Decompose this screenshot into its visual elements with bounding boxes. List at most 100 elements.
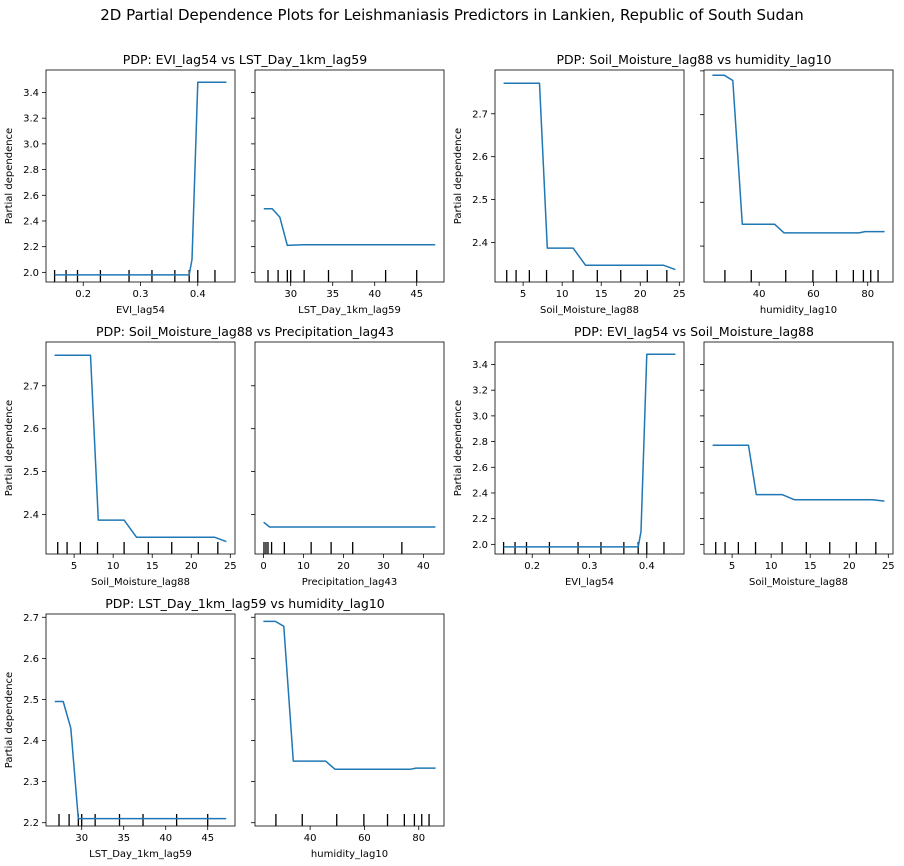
pd-line bbox=[503, 82, 676, 271]
y-tick-label: 2.7 bbox=[23, 381, 39, 392]
x-tick-label: 35 bbox=[117, 833, 130, 844]
x-tick-label: 40 bbox=[417, 561, 430, 572]
x-tick-label: 45 bbox=[410, 289, 423, 300]
subplot-1: PDP: EVI_lag54 vs LST_Day_1km_lag59 0.2 0.… bbox=[4, 52, 367, 316]
x-axis-label: Soil_Moisture_lag88 bbox=[91, 577, 190, 588]
x-tick-label: 40 bbox=[304, 833, 317, 844]
x-tick-label: 40 bbox=[159, 833, 172, 844]
pd-line bbox=[54, 354, 227, 543]
axes-frame bbox=[254, 69, 445, 283]
axes-frame bbox=[703, 341, 894, 555]
x-tick-label: 35 bbox=[326, 289, 339, 300]
x-tick-label: 20 bbox=[185, 561, 198, 572]
x-tick-label: 15 bbox=[146, 561, 159, 572]
y-tick-label: 2.4 bbox=[472, 488, 488, 499]
subplot-8: 5 10 15 20 25 Soil_Moisture_lag88 bbox=[700, 341, 895, 588]
y-tick-label: 2.4 bbox=[23, 216, 39, 227]
x-axis-label: EVI_lag54 bbox=[565, 577, 614, 588]
y-tick-label: 3.2 bbox=[472, 386, 488, 397]
x-tick-label: 20 bbox=[634, 289, 647, 300]
subplot-3: PDP: Soil_Moisture_lag88 vs humidity_lag… bbox=[453, 52, 832, 316]
x-tick-label: 40 bbox=[753, 289, 766, 300]
x-tick-label: 20 bbox=[843, 561, 856, 572]
subplot-title: PDP: LST_Day_1km_lag59 vs humidity_lag10 bbox=[105, 596, 385, 611]
pd-line bbox=[503, 353, 676, 548]
x-tick-label: 25 bbox=[882, 561, 895, 572]
y-tick-label: 2.3 bbox=[23, 777, 39, 788]
pd-line bbox=[712, 444, 885, 502]
y-tick-label: 2.6 bbox=[23, 191, 39, 202]
x-tick-label: 80 bbox=[861, 289, 874, 300]
x-axis-label: Soil_Moisture_lag88 bbox=[540, 305, 639, 316]
y-tick-label: 2.4 bbox=[472, 238, 488, 249]
x-tick-label: 5 bbox=[729, 561, 735, 572]
subplot-title: PDP: EVI_lag54 vs Soil_Moisture_lag88 bbox=[574, 324, 814, 339]
x-tick-label: 5 bbox=[520, 289, 526, 300]
y-tick-label: 3.2 bbox=[23, 114, 39, 125]
x-tick-label: 0.3 bbox=[582, 561, 598, 572]
pd-line bbox=[54, 700, 227, 820]
subplot-10: 40 60 80 humidity_lag10 bbox=[251, 613, 445, 860]
x-tick-label: 30 bbox=[377, 561, 390, 572]
x-tick-label: 0.2 bbox=[75, 289, 91, 300]
axes-frame bbox=[254, 341, 445, 555]
x-tick-label: 0.3 bbox=[133, 289, 149, 300]
y-axis-label: Partial dependence bbox=[4, 400, 15, 496]
y-tick-label: 2.4 bbox=[23, 736, 39, 747]
subplot-grid: PDP: EVI_lag54 vs LST_Day_1km_lag59 0.2 0.… bbox=[4, 52, 895, 860]
pd-line bbox=[263, 521, 436, 528]
x-tick-label: 10 bbox=[556, 289, 569, 300]
x-tick-label: 25 bbox=[224, 561, 237, 572]
subplot-6: 0 10 20 30 40 Precipitation_lag43 bbox=[251, 341, 445, 588]
x-tick-label: 10 bbox=[765, 561, 778, 572]
subplot-7: PDP: EVI_lag54 vs Soil_Moisture_lag88 0.2… bbox=[453, 324, 814, 588]
x-axis-label: Precipitation_lag43 bbox=[302, 577, 397, 588]
x-axis-label: LST_Day_1km_lag59 bbox=[298, 305, 401, 316]
axes-frame bbox=[494, 69, 685, 283]
pd-line bbox=[263, 620, 436, 771]
x-tick-label: 0.4 bbox=[639, 561, 655, 572]
x-tick-label: 30 bbox=[284, 289, 297, 300]
y-tick-label: 2.2 bbox=[472, 514, 488, 525]
pd-line bbox=[712, 74, 885, 234]
y-tick-label: 2.0 bbox=[472, 540, 488, 551]
x-axis-label: humidity_lag10 bbox=[760, 305, 837, 316]
y-tick-label: 2.8 bbox=[472, 437, 488, 448]
x-tick-label: 5 bbox=[71, 561, 77, 572]
subplot-9: PDP: LST_Day_1km_lag59 vs humidity_lag10… bbox=[4, 596, 385, 860]
y-tick-label: 3.0 bbox=[23, 139, 39, 150]
x-tick-label: 10 bbox=[297, 561, 310, 572]
x-tick-label: 60 bbox=[358, 833, 371, 844]
x-tick-label: 60 bbox=[807, 289, 820, 300]
axes-frame bbox=[45, 613, 236, 827]
x-axis-label: Soil_Moisture_lag88 bbox=[749, 577, 848, 588]
axes-frame bbox=[45, 341, 236, 555]
x-tick-label: 0.2 bbox=[524, 561, 540, 572]
y-axis-label: Partial dependence bbox=[453, 400, 464, 496]
x-tick-label: 15 bbox=[804, 561, 817, 572]
y-tick-label: 2.5 bbox=[23, 695, 39, 706]
y-tick-label: 2.6 bbox=[23, 424, 39, 435]
axes-frame bbox=[703, 69, 894, 283]
y-tick-label: 3.4 bbox=[472, 360, 488, 371]
subplot-title: PDP: EVI_lag54 vs LST_Day_1km_lag59 bbox=[123, 52, 367, 67]
x-tick-label: 0 bbox=[260, 561, 266, 572]
y-tick-label: 2.7 bbox=[472, 109, 488, 120]
y-axis-label: Partial dependence bbox=[4, 128, 15, 224]
y-tick-label: 2.5 bbox=[23, 467, 39, 478]
y-tick-label: 3.0 bbox=[472, 411, 488, 422]
x-tick-label: 30 bbox=[75, 833, 88, 844]
subplot-2: 30 35 40 45 LST_Day_1km_lag59 bbox=[251, 69, 445, 316]
x-axis-label: LST_Day_1km_lag59 bbox=[89, 849, 192, 860]
y-tick-label: 2.6 bbox=[472, 152, 488, 163]
subplot-5: PDP: Soil_Moisture_lag88 vs Precipitatio… bbox=[4, 324, 394, 588]
x-tick-label: 15 bbox=[595, 289, 608, 300]
subplot-4: 40 60 80 humidity_lag10 bbox=[700, 69, 894, 316]
x-tick-label: 40 bbox=[368, 289, 381, 300]
y-tick-label: 2.4 bbox=[23, 510, 39, 521]
y-tick-label: 2.2 bbox=[23, 818, 39, 829]
y-tick-label: 2.8 bbox=[23, 165, 39, 176]
subplot-title: PDP: Soil_Moisture_lag88 vs Precipitatio… bbox=[96, 324, 394, 339]
